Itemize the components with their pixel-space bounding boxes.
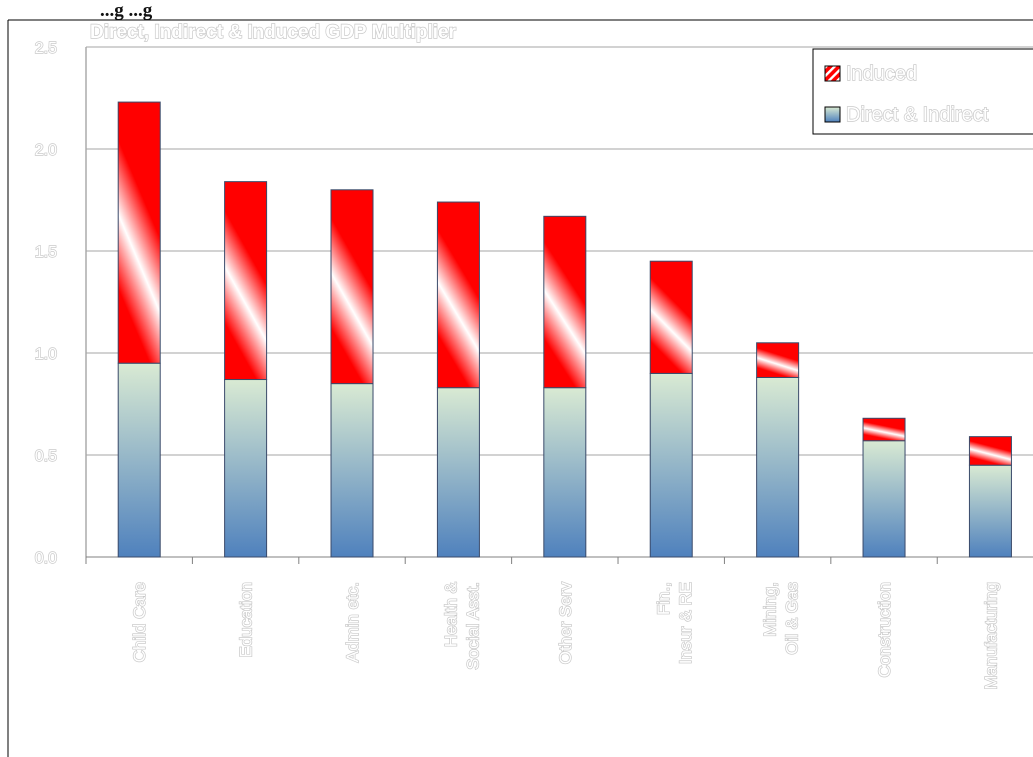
bar-direct-indirect [117,362,161,558]
bar-induced [543,215,587,389]
legend-label-induced: Induced [846,63,917,85]
y-tick-label: 2.0 [35,142,57,159]
bar-direct-indirect [543,387,587,558]
bar-direct-indirect [436,387,480,558]
legend-swatch-induced [824,65,841,82]
bar-direct-indirect [224,379,268,558]
category-label: Education [237,582,256,658]
page-heading: ...g ...g [100,0,153,21]
legend-label-direct-indirect: Direct & Indirect [846,104,989,126]
bars [117,101,1012,558]
y-tick-label: 0.0 [35,550,57,567]
bar-induced [862,417,906,442]
bar-direct-indirect [968,464,1012,558]
bar-direct-indirect [649,372,693,558]
bar-direct-indirect [330,383,374,558]
bar-induced [117,101,161,364]
y-tick-label: 1.0 [35,346,57,363]
bar-direct-indirect [862,440,906,558]
category-label: Mining, Oil & Gas [761,582,802,655]
bar-direct-indirect [756,376,800,558]
bar-induced [224,181,268,381]
category-label: Admin etc. [343,582,362,662]
y-tick-label: 0.5 [35,448,57,465]
x-ticks [85,557,938,564]
plot-area: 0.0 0.5 1.0 1.5 2.0 2.5 Child Care Education Ad… [34,39,1033,691]
category-label: Health & Social Asst. [441,581,482,670]
category-label: Construction [875,582,894,677]
y-tick-label: 1.5 [35,244,57,261]
category-label: Manufacturing [981,582,1000,690]
category-labels: Child Care Education Admin etc. Health & Soc… [130,581,1002,691]
bar-induced [968,436,1012,466]
bar-induced [436,201,480,389]
bar-induced [330,189,374,385]
category-label: Child Care [130,582,149,662]
legend-swatch-direct-indirect [824,106,841,123]
y-tick-labels: 0.0 0.5 1.0 1.5 2.0 2.5 [34,39,58,567]
legend: Induced Direct & Indirect [812,48,1033,135]
bar-induced [756,342,800,378]
category-label: Fin., Insur & RE [654,582,695,664]
legend-box [812,48,1033,135]
bar-induced [649,260,693,374]
y-tick-label: 2.5 [35,40,57,57]
category-label: Other Serv [556,582,575,665]
chart-title: Direct, Indirect & Induced GDP Multiplie… [90,22,457,43]
